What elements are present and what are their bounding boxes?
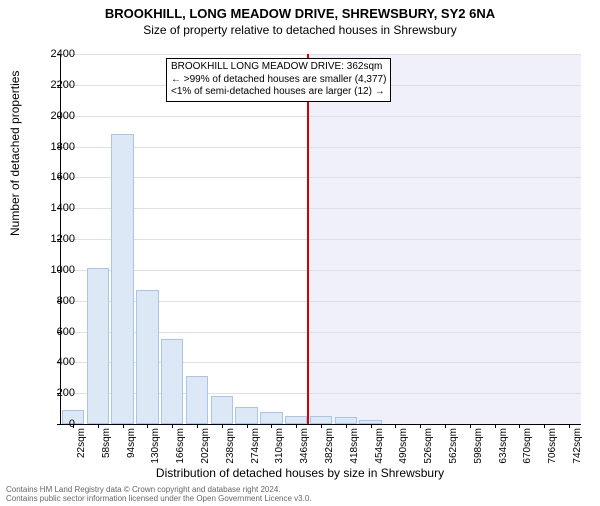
xtick-mark — [247, 424, 248, 428]
xtick-mark — [544, 424, 545, 428]
histogram-bar — [87, 268, 109, 424]
histogram-bar — [260, 412, 282, 424]
xtick-label: 454sqm — [374, 428, 385, 464]
x-axis-label: Distribution of detached houses by size … — [0, 466, 600, 480]
y-axis-label: Number of detached properties — [8, 71, 22, 236]
xtick-mark — [346, 424, 347, 428]
ytick-label: 2000 — [35, 110, 75, 122]
xtick-mark — [197, 424, 198, 428]
ytick-label: 1000 — [35, 264, 75, 276]
xtick-mark — [371, 424, 372, 428]
chart-title: BROOKHILL, LONG MEADOW DRIVE, SHREWSBURY… — [0, 6, 600, 21]
xtick-label: 346sqm — [299, 428, 310, 464]
xtick-label: 238sqm — [225, 428, 236, 464]
xtick-label: 526sqm — [423, 428, 434, 464]
chart-subtitle: Size of property relative to detached ho… — [0, 23, 600, 37]
xtick-label: 670sqm — [522, 428, 533, 464]
xtick-label: 202sqm — [200, 428, 211, 464]
histogram-bar — [136, 290, 158, 424]
histogram-bar — [285, 416, 307, 424]
xtick-label: 94sqm — [126, 428, 137, 458]
annotation-line: ← >99% of detached houses are smaller (4… — [171, 74, 386, 87]
annotation-line: <1% of semi-detached houses are larger (… — [171, 86, 386, 99]
annotation-line: BROOKHILL LONG MEADOW DRIVE: 362sqm — [171, 61, 386, 74]
xtick-mark — [321, 424, 322, 428]
ytick-label: 200 — [35, 387, 75, 399]
xtick-mark — [222, 424, 223, 428]
gridline — [61, 270, 581, 271]
histogram-bar — [335, 417, 357, 424]
xtick-mark — [395, 424, 396, 428]
ytick-label: 800 — [35, 295, 75, 307]
ytick-label: 1800 — [35, 141, 75, 153]
ytick-label: 1400 — [35, 202, 75, 214]
gridline — [61, 177, 581, 178]
gridline — [61, 208, 581, 209]
xtick-mark — [147, 424, 148, 428]
histogram-bar — [161, 339, 183, 424]
histogram-bar — [211, 396, 233, 424]
gridline — [61, 116, 581, 117]
xtick-label: 130sqm — [150, 428, 161, 464]
plot-area: BROOKHILL LONG MEADOW DRIVE: 362sqm← >99… — [60, 54, 581, 425]
ytick-label: 2400 — [35, 48, 75, 60]
xtick-mark — [519, 424, 520, 428]
xtick-label: 598sqm — [473, 428, 484, 464]
xtick-label: 490sqm — [398, 428, 409, 464]
xtick-label: 310sqm — [274, 428, 285, 464]
gridline — [61, 54, 581, 55]
chart-container: BROOKHILL, LONG MEADOW DRIVE, SHREWSBURY… — [0, 6, 600, 506]
xtick-label: 742sqm — [572, 428, 583, 464]
xtick-mark — [271, 424, 272, 428]
xtick-label: 706sqm — [547, 428, 558, 464]
xtick-label: 58sqm — [101, 428, 112, 458]
xtick-label: 634sqm — [498, 428, 509, 464]
histogram-bar — [111, 134, 133, 424]
xtick-mark — [569, 424, 570, 428]
xtick-mark — [98, 424, 99, 428]
histogram-bar — [235, 407, 257, 424]
ytick-label: 0 — [35, 418, 75, 430]
xtick-label: 274sqm — [250, 428, 261, 464]
xtick-mark — [123, 424, 124, 428]
xtick-label: 562sqm — [448, 428, 459, 464]
ytick-label: 400 — [35, 356, 75, 368]
xtick-mark — [172, 424, 173, 428]
xtick-label: 166sqm — [175, 428, 186, 464]
xtick-mark — [470, 424, 471, 428]
xtick-mark — [420, 424, 421, 428]
reference-line — [307, 54, 309, 424]
gridline — [61, 239, 581, 240]
ytick-label: 600 — [35, 326, 75, 338]
xtick-label: 382sqm — [324, 428, 335, 464]
annotation-box: BROOKHILL LONG MEADOW DRIVE: 362sqm← >99… — [166, 58, 391, 102]
histogram-bar — [310, 416, 332, 424]
ytick-label: 1200 — [35, 233, 75, 245]
xtick-mark — [296, 424, 297, 428]
xtick-label: 22sqm — [76, 428, 87, 458]
xtick-label: 418sqm — [349, 428, 360, 464]
ytick-label: 2200 — [35, 79, 75, 91]
footer-attribution: Contains HM Land Registry data © Crown c… — [6, 486, 312, 504]
xtick-mark — [445, 424, 446, 428]
histogram-bar — [186, 376, 208, 424]
gridline — [61, 147, 581, 148]
ytick-label: 1600 — [35, 171, 75, 183]
xtick-mark — [495, 424, 496, 428]
